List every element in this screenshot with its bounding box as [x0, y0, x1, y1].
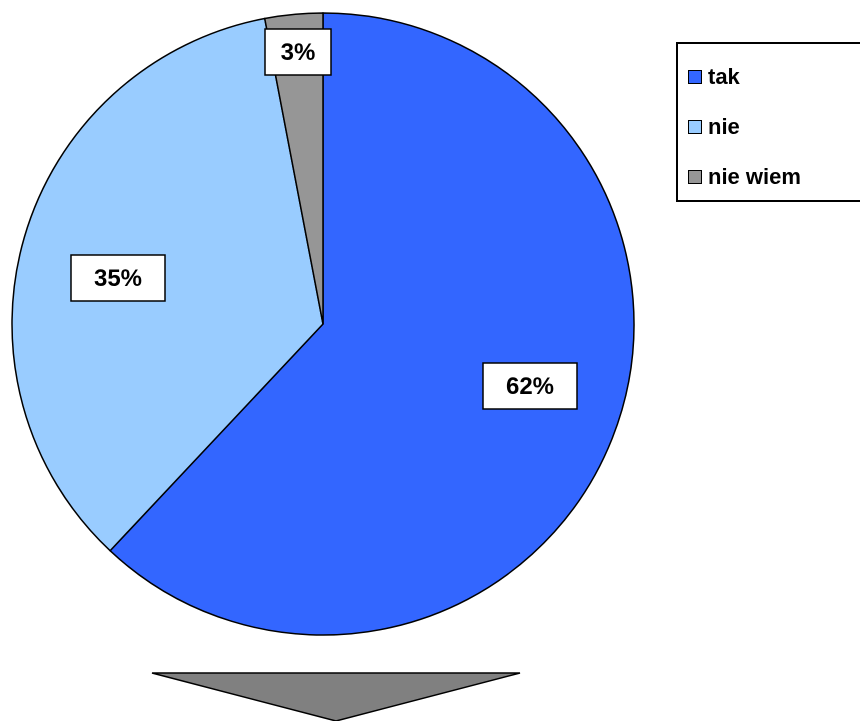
- data-label: 62%: [506, 373, 554, 400]
- pie-slice-nie: [11, 17, 324, 552]
- legend-item-nie: nie: [688, 112, 740, 142]
- legend-item-nie-wiem: nie wiem: [688, 162, 801, 192]
- legend-label: nie: [708, 114, 740, 139]
- legend-label: nie wiem: [708, 164, 801, 189]
- legend-swatch-nie: [688, 120, 702, 134]
- down-arrow-shape: [151, 672, 521, 721]
- pie-data-labels: 62% 35% 3%: [70, 28, 578, 410]
- pie-slices: [11, 12, 635, 636]
- legend-swatch-nie-wiem: [688, 170, 702, 184]
- data-label: 3%: [281, 39, 316, 66]
- legend-label: tak: [708, 64, 740, 89]
- data-label-box: [70, 254, 166, 302]
- pie-slice-nie-wiem: [263, 12, 324, 325]
- legend-item-tak: tak: [688, 62, 740, 92]
- data-label-box: [264, 28, 332, 76]
- legend-swatch-tak: [688, 70, 702, 84]
- data-label: 35%: [94, 265, 142, 292]
- pie-slice-tak: [109, 12, 635, 636]
- data-label-box: [482, 362, 578, 410]
- chart-legend: tak nie nie wiem: [676, 42, 860, 202]
